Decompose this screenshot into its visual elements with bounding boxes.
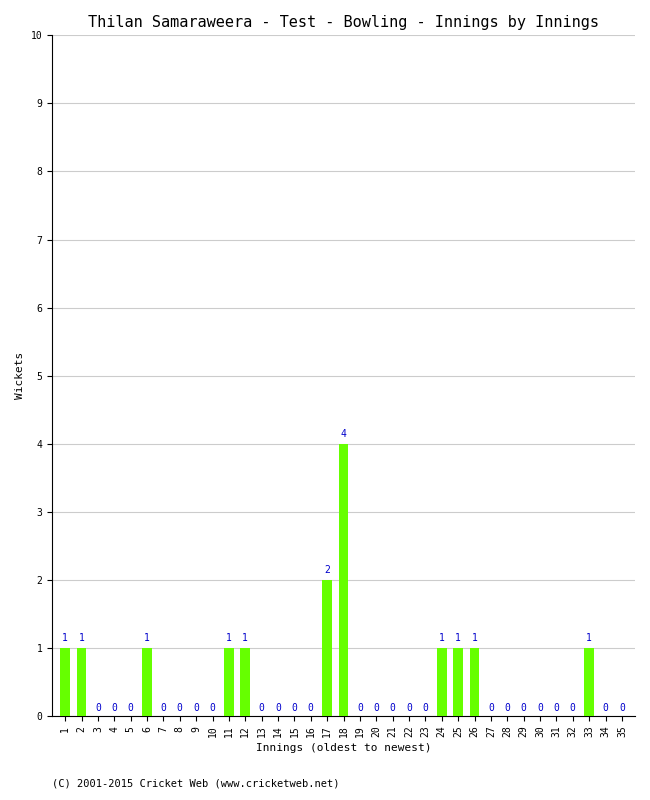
Text: 0: 0 — [504, 702, 510, 713]
Text: 2: 2 — [324, 565, 330, 575]
Text: 0: 0 — [308, 702, 314, 713]
Text: 0: 0 — [161, 702, 166, 713]
Text: 0: 0 — [127, 702, 133, 713]
Text: 1: 1 — [455, 633, 461, 643]
Title: Thilan Samaraweera - Test - Bowling - Innings by Innings: Thilan Samaraweera - Test - Bowling - In… — [88, 15, 599, 30]
Text: 0: 0 — [177, 702, 183, 713]
Bar — [77, 648, 86, 716]
Text: (C) 2001-2015 Cricket Web (www.cricketweb.net): (C) 2001-2015 Cricket Web (www.cricketwe… — [52, 778, 339, 788]
Text: 0: 0 — [488, 702, 494, 713]
Text: 0: 0 — [553, 702, 560, 713]
Text: 0: 0 — [390, 702, 396, 713]
Text: 0: 0 — [111, 702, 117, 713]
Bar — [469, 648, 480, 716]
Text: 1: 1 — [62, 633, 68, 643]
Text: 0: 0 — [521, 702, 526, 713]
Text: 1: 1 — [586, 633, 592, 643]
Bar — [60, 648, 70, 716]
Bar — [453, 648, 463, 716]
Text: 0: 0 — [422, 702, 428, 713]
Text: 0: 0 — [619, 702, 625, 713]
Text: 0: 0 — [193, 702, 199, 713]
Text: 0: 0 — [373, 702, 379, 713]
Text: 0: 0 — [95, 702, 101, 713]
Text: 1: 1 — [472, 633, 478, 643]
Text: 0: 0 — [603, 702, 608, 713]
Text: 0: 0 — [570, 702, 576, 713]
Bar — [339, 444, 348, 716]
Text: 0: 0 — [537, 702, 543, 713]
Text: 0: 0 — [259, 702, 265, 713]
Bar — [437, 648, 447, 716]
Bar — [142, 648, 152, 716]
Text: 0: 0 — [275, 702, 281, 713]
Text: 0: 0 — [291, 702, 297, 713]
Text: 1: 1 — [79, 633, 84, 643]
Text: 4: 4 — [341, 429, 346, 439]
Bar — [584, 648, 594, 716]
Text: 0: 0 — [406, 702, 412, 713]
Text: 1: 1 — [439, 633, 445, 643]
Bar — [322, 580, 332, 716]
Text: 1: 1 — [226, 633, 232, 643]
Text: 0: 0 — [357, 702, 363, 713]
X-axis label: Innings (oldest to newest): Innings (oldest to newest) — [255, 743, 431, 753]
Text: 1: 1 — [242, 633, 248, 643]
Text: 1: 1 — [144, 633, 150, 643]
Bar — [240, 648, 250, 716]
Y-axis label: Wickets: Wickets — [15, 352, 25, 399]
Text: 0: 0 — [209, 702, 215, 713]
Bar — [224, 648, 234, 716]
